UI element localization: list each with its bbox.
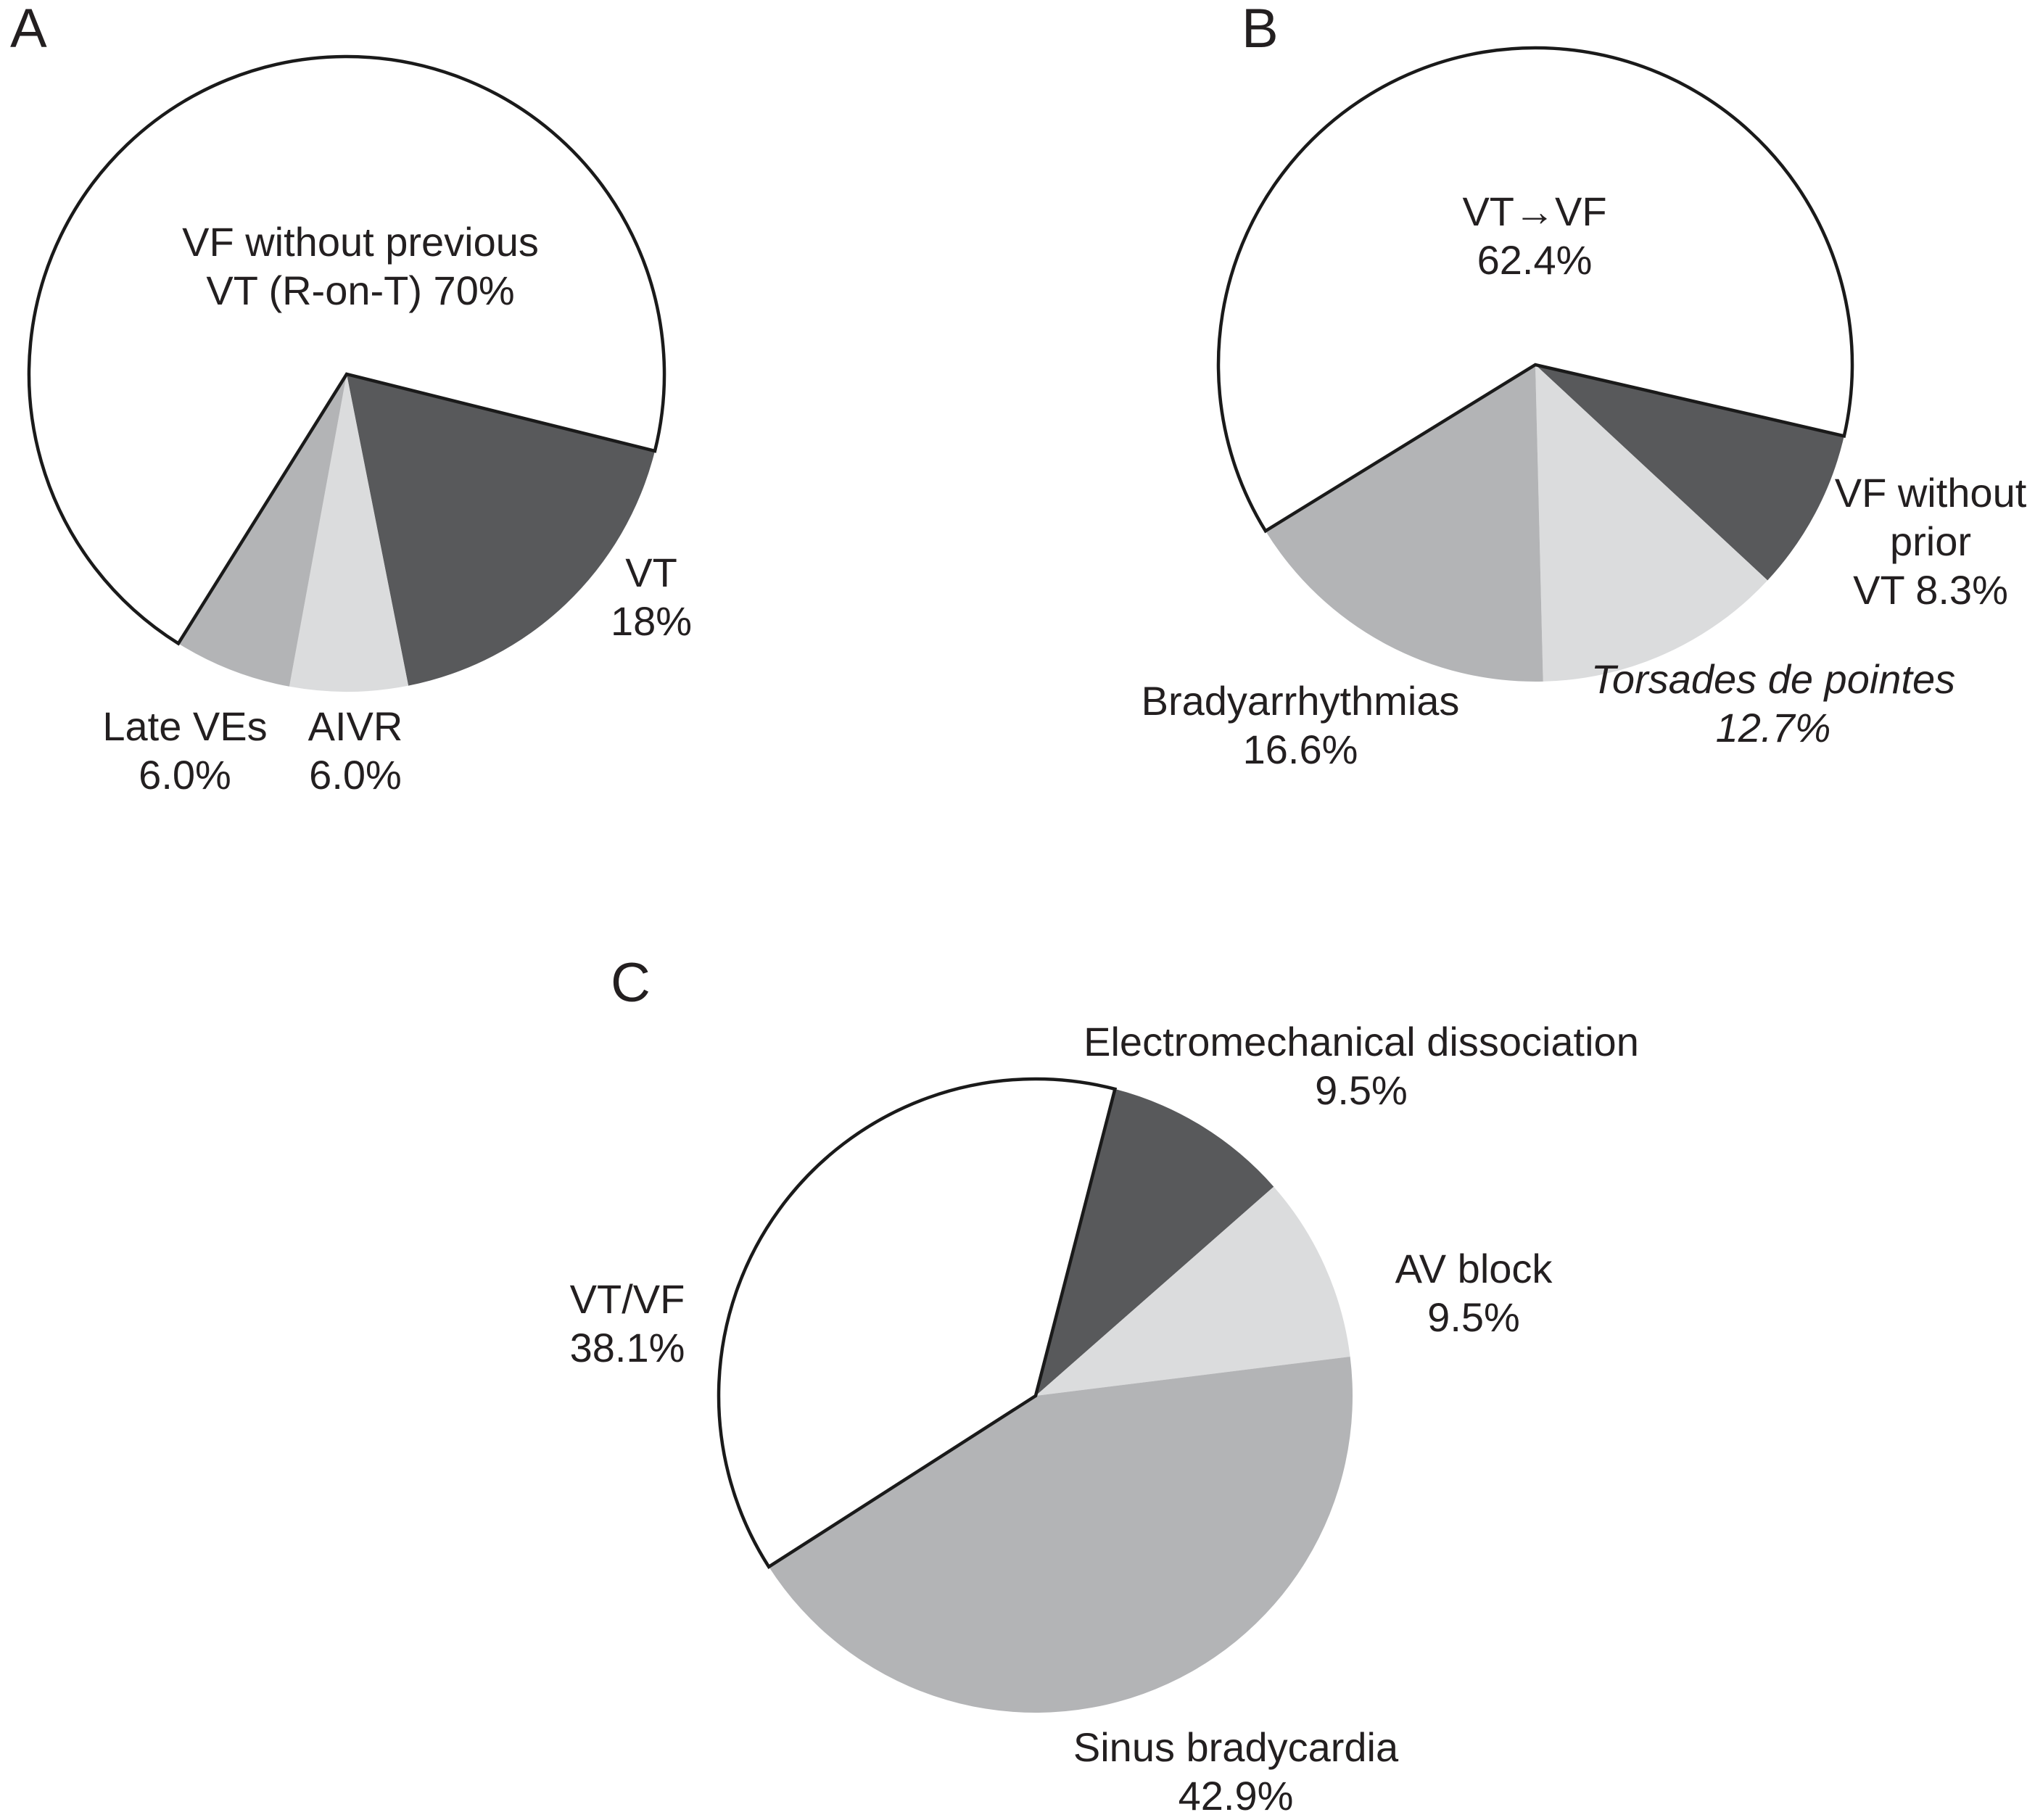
- label-line: VT (R-on-T) 70%: [206, 268, 515, 313]
- label-line: Torsades de pointes: [1590, 656, 1956, 702]
- pie-b-label-bradyarrhythmias: Bradyarrhythmias 16.6%: [1142, 677, 1460, 774]
- label-line: 18%: [610, 598, 693, 644]
- label-line: 9.5%: [1427, 1294, 1520, 1340]
- pie-a-label-vt: VT 18%: [611, 548, 692, 645]
- label-line: prior: [1889, 518, 1972, 564]
- pie-a-slice-0: [347, 374, 655, 686]
- pie-b-slice-3: [1216, 46, 1854, 534]
- label-line: Sinus bradycardia: [1073, 1724, 1399, 1770]
- pie-c-label-sinus-bradycardia: Sinus bradycardia 42.9%: [1073, 1723, 1398, 1820]
- pie-b-label-torsades-de-pointes: Torsades de pointes 12.7%: [1591, 655, 1955, 752]
- pie-a-label-vf-without-previous-vt: VF without previous VT (R-on-T) 70%: [182, 218, 539, 315]
- label-line: 38.1%: [569, 1325, 685, 1370]
- pie-c-label-av-block: AV block 9.5%: [1395, 1244, 1553, 1341]
- label-line: 12.7%: [1715, 705, 1831, 750]
- pie-b-label-vf-without-prior-vt: VF without prior VT 8.3%: [1835, 468, 2027, 614]
- pie-b-label-vt-to-vf: VT→VF 62.4%: [1462, 187, 1606, 284]
- label-line: 16.6%: [1242, 727, 1358, 772]
- pie-a-slice-3: [27, 54, 666, 646]
- label-line: VT 8.3%: [1853, 567, 2008, 613]
- pie-c-label-vt-vf: VT/VF 38.1%: [570, 1275, 685, 1372]
- pie-a-slice-2: [178, 374, 347, 687]
- label-line: 62.4%: [1477, 237, 1593, 283]
- label-line: 9.5%: [1315, 1067, 1408, 1113]
- panel-letter-c: C: [611, 952, 651, 1014]
- panel-letter-a: A: [10, 0, 47, 59]
- label-line: Electromechanical dissociation: [1083, 1019, 1639, 1064]
- pie-c-label-electromechanical-dissociation: Electromechanical dissociation 9.5%: [1083, 1017, 1639, 1114]
- label-line: VT: [625, 550, 677, 595]
- pie-c-slice-3: [717, 1077, 1118, 1569]
- label-line: AIVR: [307, 703, 403, 749]
- pie-c-slice-2: [769, 1356, 1353, 1713]
- pie-b-slice-1: [1535, 365, 1768, 682]
- label-line: 6.0%: [309, 752, 402, 798]
- label-line: VT/VF: [569, 1276, 685, 1322]
- label-line: Bradyarrhythmias: [1141, 678, 1460, 724]
- pie-a-label-late-ves: Late VEs 6.0%: [102, 702, 267, 799]
- label-line: 42.9%: [1178, 1773, 1294, 1819]
- pie-a-slice-1: [289, 374, 409, 692]
- label-line: AV block: [1395, 1246, 1553, 1291]
- pie-a-label-aivr: AIVR 6.0%: [308, 702, 403, 799]
- label-line: VF without: [1834, 470, 2027, 516]
- pie-b-slice-2: [1265, 365, 1543, 682]
- label-line: 6.0%: [139, 752, 231, 798]
- label-line: VT→VF: [1462, 189, 1607, 234]
- panel-letter-b: B: [1242, 0, 1279, 59]
- label-line: VF without previous: [182, 219, 539, 265]
- pie-c-slice-1: [1036, 1186, 1350, 1396]
- label-line: Late VEs: [102, 703, 268, 749]
